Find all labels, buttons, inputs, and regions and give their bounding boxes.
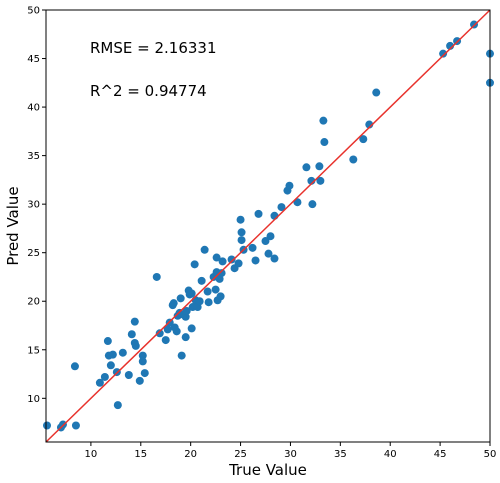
data-point	[204, 298, 213, 307]
y-axis-label: Pred Value	[4, 186, 22, 265]
data-point	[118, 348, 127, 357]
data-point	[236, 215, 245, 224]
data-point	[237, 228, 246, 237]
data-point	[131, 341, 140, 350]
data-point	[190, 260, 199, 269]
data-point	[302, 163, 311, 172]
y-tick-label: 35	[27, 151, 40, 162]
data-point	[172, 327, 181, 336]
data-point	[195, 297, 204, 306]
data-point	[161, 336, 170, 345]
data-point	[135, 376, 144, 385]
x-tick-label: 30	[284, 449, 297, 460]
x-axis-label: True Value	[228, 461, 307, 479]
data-point	[211, 285, 220, 294]
x-tick-label: 10	[85, 449, 98, 460]
data-point	[169, 299, 178, 308]
y-ticks: 10 15 20 25 30 35 40 45 50	[27, 6, 46, 405]
x-ticks: 10 15 20 25 30 35 40 45 50	[85, 442, 497, 460]
data-point	[70, 362, 79, 371]
data-point	[216, 292, 225, 301]
data-point	[316, 176, 325, 185]
data-point	[155, 329, 164, 338]
x-tick-label: 15	[134, 449, 147, 460]
data-point	[138, 357, 147, 366]
data-point	[187, 289, 196, 298]
data-point	[140, 369, 149, 378]
data-point	[217, 269, 226, 278]
annotation-r2: R^2 = 0.94774	[90, 82, 207, 100]
data-point	[261, 237, 270, 246]
data-point	[176, 294, 185, 303]
data-point	[181, 333, 190, 342]
reference-line	[45, 9, 491, 443]
x-tick-label: 40	[384, 449, 397, 460]
data-point	[42, 421, 51, 430]
y-tick-label: 20	[27, 297, 40, 308]
data-point	[95, 378, 104, 387]
points-layer	[42, 20, 494, 432]
data-point	[359, 135, 368, 144]
data-point	[237, 236, 246, 245]
data-point	[182, 306, 191, 315]
data-point	[285, 181, 294, 190]
data-point	[227, 255, 236, 264]
data-point	[218, 257, 227, 266]
data-point	[266, 232, 275, 241]
data-point	[163, 325, 172, 334]
data-point	[197, 276, 206, 285]
data-point	[251, 256, 260, 265]
y-tick-label: 50	[27, 6, 40, 17]
data-point	[234, 259, 243, 268]
data-point	[349, 155, 358, 164]
data-point	[71, 421, 80, 430]
data-point	[100, 372, 109, 381]
data-point	[264, 249, 273, 258]
data-point	[138, 351, 147, 360]
data-point	[277, 203, 286, 212]
y-tick-label: 30	[27, 200, 40, 211]
data-point	[248, 243, 257, 252]
data-point	[187, 324, 196, 333]
data-point	[212, 253, 221, 262]
x-tick-label: 50	[484, 449, 497, 460]
data-point	[130, 317, 139, 326]
data-point	[254, 209, 263, 218]
y-tick-label: 40	[27, 103, 40, 114]
data-point	[308, 200, 317, 209]
data-point	[319, 116, 328, 125]
data-point	[152, 272, 161, 281]
x-tick-label: 20	[184, 449, 197, 460]
data-point	[203, 287, 212, 296]
y-tick-label: 25	[27, 248, 40, 259]
plot-frame	[45, 9, 491, 443]
x-tick-label: 35	[334, 449, 347, 460]
data-point	[320, 138, 329, 147]
x-tick-label: 25	[234, 449, 247, 460]
y-tick-label: 10	[27, 394, 40, 405]
data-point	[103, 337, 112, 346]
data-point	[113, 401, 122, 410]
x-tick-label: 45	[434, 449, 447, 460]
y-tick-label: 45	[27, 54, 40, 65]
data-point	[108, 350, 117, 359]
data-point	[200, 245, 209, 254]
data-point	[177, 351, 186, 360]
data-point	[127, 330, 136, 339]
data-point	[270, 211, 279, 220]
data-point	[315, 162, 324, 171]
annotation-rmse: RMSE = 2.16331	[90, 39, 217, 57]
data-point	[124, 371, 133, 380]
y-tick-label: 15	[27, 345, 40, 356]
data-point	[439, 49, 448, 58]
data-point	[106, 361, 115, 370]
data-point	[270, 254, 279, 263]
data-point	[372, 88, 381, 97]
